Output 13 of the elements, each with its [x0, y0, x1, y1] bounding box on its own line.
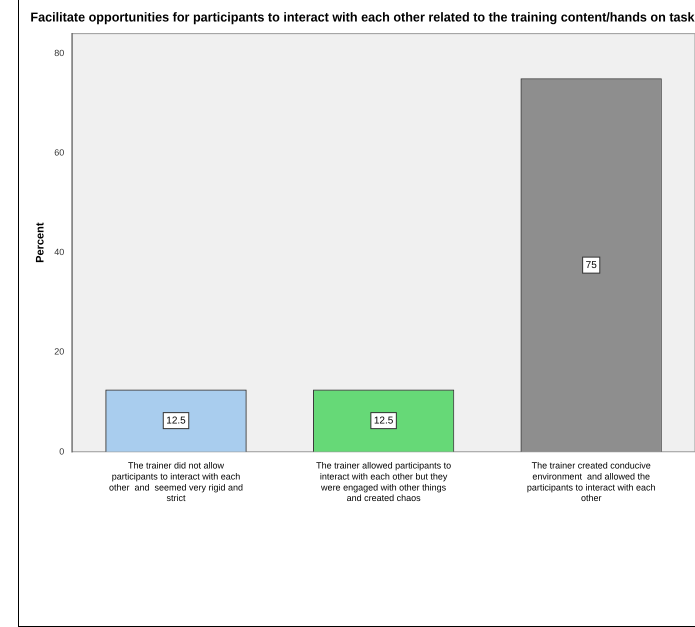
y-axis-title: Percent	[34, 222, 47, 263]
chart-title: Facilitate opportunities for participants to interact with each other related to the training content/hands on task	[30, 9, 695, 24]
data-label: 12.5	[374, 415, 394, 426]
x-tick-label: The trainer did not allow participants to interact with each other and seemed very rigid and strict	[108, 460, 244, 504]
y-tick-label: 20	[54, 346, 64, 357]
y-tick-label: 60	[54, 148, 64, 158]
y-tick-label: 80	[54, 48, 64, 58]
y-tick-label: 0	[59, 446, 64, 456]
x-tick-label: The trainer allowed participants to interact with each other but they were engaged with other things and created chaos	[316, 460, 452, 504]
y-tick-label: 40	[54, 247, 64, 258]
x-tick-label: The trainer created conducive environment and allowed the participants to interact with each other	[526, 460, 656, 504]
data-label: 75	[586, 260, 598, 271]
data-label: 12.5	[166, 415, 186, 426]
